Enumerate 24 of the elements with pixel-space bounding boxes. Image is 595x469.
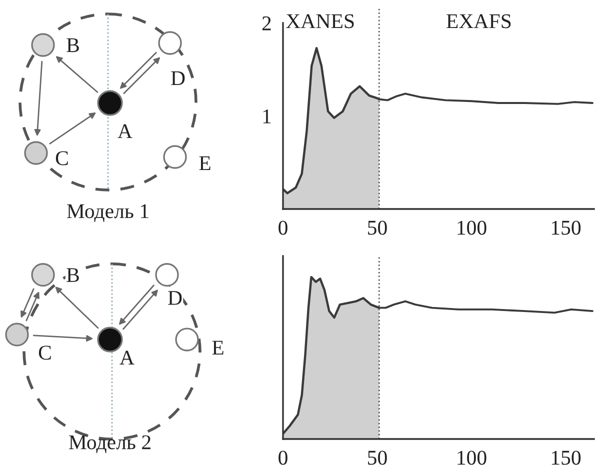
- text: Модель 2: [69, 435, 150, 454]
- x-tick-label: 100: [458, 220, 486, 235]
- text: B: [66, 38, 79, 52]
- text: A: [120, 350, 134, 364]
- text: D: [171, 71, 185, 86]
- x-tick-label: 50: [368, 220, 387, 235]
- text: C: [38, 346, 51, 360]
- text: E: [199, 156, 210, 170]
- text: B: [66, 268, 79, 282]
- annotation: XANES: [286, 14, 354, 28]
- x-tick-label: 150: [552, 450, 581, 465]
- text: E: [212, 340, 224, 355]
- x-tick-label: 0: [278, 450, 288, 465]
- text: D: [168, 291, 182, 305]
- x-tick-label: 100: [458, 450, 486, 465]
- x-tick-label: 50: [368, 450, 387, 465]
- y-tick-label: 1: [263, 109, 271, 124]
- text: C: [56, 151, 68, 166]
- x-tick-label: 0: [278, 220, 288, 235]
- x-tick-label: 150: [552, 220, 581, 235]
- annotation: EXAFS: [446, 14, 511, 28]
- text: Модель 1: [67, 204, 148, 222]
- y-tick-label: 2: [262, 16, 271, 30]
- text: A: [118, 124, 132, 138]
